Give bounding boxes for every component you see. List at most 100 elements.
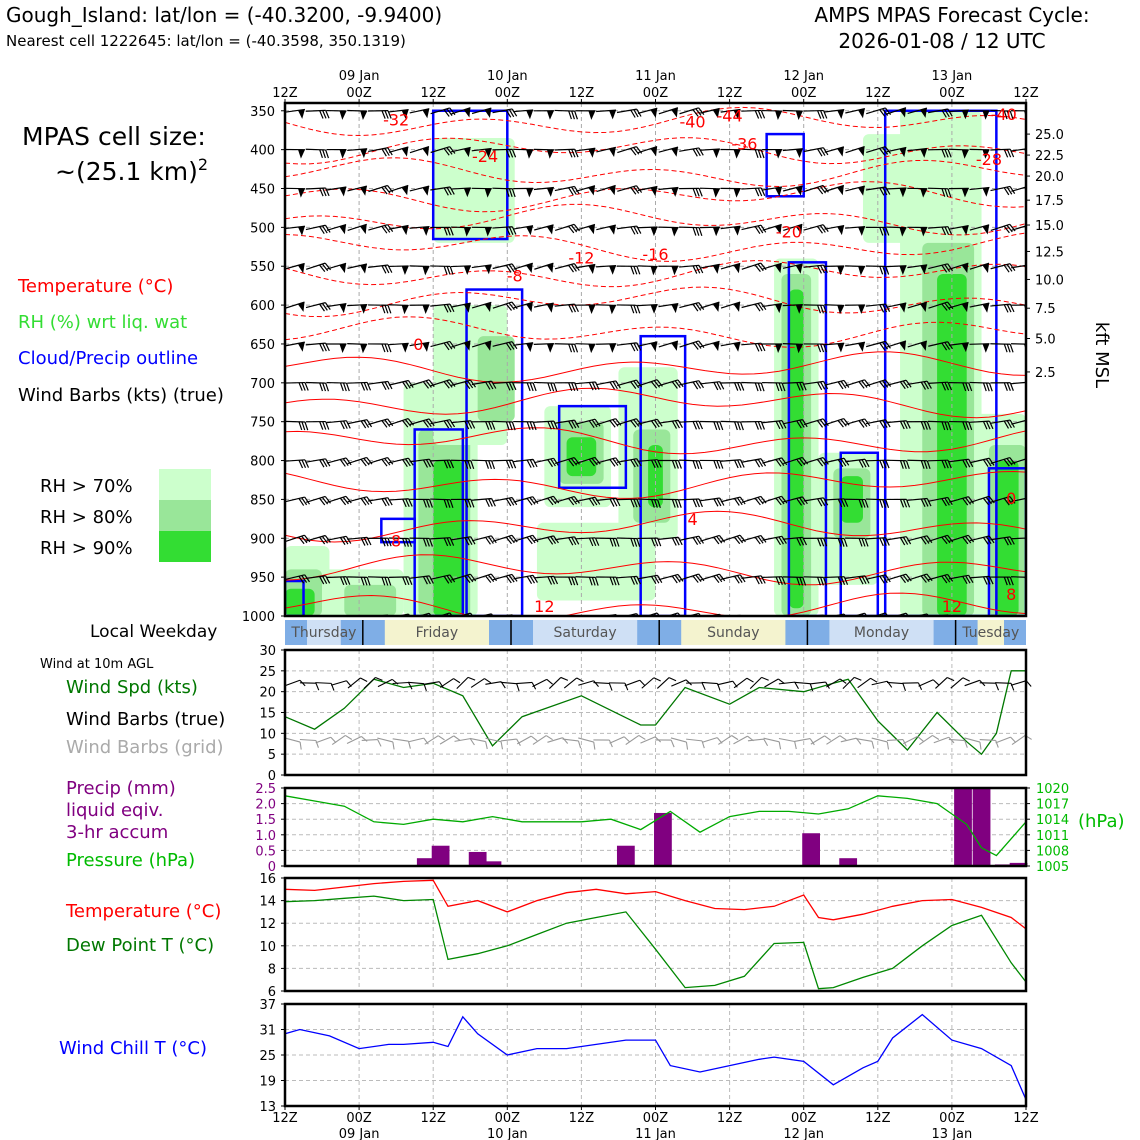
surface-barb-grid [440, 734, 460, 750]
barb-feather [438, 734, 444, 742]
barb-feather [450, 266, 453, 274]
cell-size-value: ~(25.1 km)2 [55, 155, 208, 186]
barb-feather [569, 149, 572, 157]
barb-feather [717, 461, 720, 469]
barb-pennant [340, 344, 347, 353]
wind-chill-panel: 1319253137 [259, 998, 1026, 1115]
barb-shaft [742, 225, 762, 229]
barb-feather [625, 683, 628, 690]
wind-barb [990, 383, 1013, 391]
wind-barb [658, 537, 682, 547]
wind-barb [348, 457, 372, 472]
barb-feather [1004, 383, 1007, 391]
wind-barb [721, 383, 744, 391]
barb-pennant [401, 305, 408, 314]
barb-feather [986, 383, 989, 391]
barb-feather [696, 461, 699, 469]
wind-barb [555, 344, 578, 353]
bottom-day-label: 09 Jan [339, 1127, 380, 1140]
barb-shaft [393, 683, 409, 684]
barb-pennant [526, 302, 535, 313]
rh-area [344, 585, 396, 616]
barb-shaft [578, 681, 593, 685]
wind-barb [285, 109, 306, 121]
barb-feather [637, 266, 640, 274]
barb-pennant [837, 110, 845, 120]
barb-pennant [609, 266, 617, 275]
weekday-name: Thursday [290, 625, 356, 641]
top-hour-label: 12Z [717, 86, 743, 101]
wind-barb [534, 344, 554, 354]
barb-feather [678, 461, 681, 469]
barb-feather [547, 678, 553, 686]
legend-cloud: Cloud/Precip outline [18, 348, 198, 369]
wind-barb [410, 305, 430, 314]
barb-shaft [996, 737, 1011, 743]
pressure-axis: 3504004505005506006507007508008509009501… [242, 105, 285, 625]
barb-shaft [610, 737, 625, 743]
wind-barb [845, 227, 866, 238]
wind-barb [679, 227, 702, 236]
barb-feather [491, 461, 494, 469]
wind-barb [700, 264, 721, 277]
panel-ytick-label: 14 [259, 895, 276, 910]
temperature-label: 8 [1006, 585, 1016, 604]
wind-barb [327, 263, 349, 277]
barb-pennant [422, 227, 430, 237]
wind-barb [306, 496, 330, 510]
weekday-night-shade [489, 620, 511, 645]
barb-pennant [360, 344, 367, 353]
barb-feather [887, 681, 891, 688]
barb-feather [764, 739, 768, 746]
top-hour-label: 00Z [939, 86, 965, 101]
barb-feather [637, 305, 640, 313]
pressure-tick-label: 900 [250, 532, 275, 547]
kft-tick-label: 20.0 [1035, 170, 1064, 185]
wind-barb [306, 422, 329, 430]
wind-barb [596, 344, 616, 354]
barb-feather [1007, 149, 1010, 157]
barb-pennant [360, 264, 369, 274]
wind-barb [741, 188, 764, 197]
bottom-hour-label: 12Z [569, 1111, 595, 1126]
wind-barb [306, 188, 329, 197]
barb-feather [323, 422, 326, 430]
legend-swatch-rh80 [159, 500, 211, 531]
barb-feather [361, 383, 364, 391]
bottom-day-label: 12 Jan [783, 1127, 824, 1140]
wind-barb [742, 302, 766, 315]
surface-barb-grid [794, 738, 814, 748]
barb-feather [631, 305, 634, 313]
barb-feather [755, 422, 758, 430]
barb-feather [388, 305, 391, 313]
barb-shaft [440, 679, 453, 688]
barb-feather [485, 461, 488, 469]
barb-pennant [422, 186, 431, 196]
panel-ytick-label: 2.0 [255, 798, 276, 813]
barb-shaft [362, 740, 378, 741]
barb-shaft [638, 499, 658, 500]
panel-ytick-label: 16 [259, 872, 276, 887]
barb-pennant [837, 266, 844, 275]
wind-barb [306, 225, 330, 238]
temperature-label: -40 [991, 105, 1017, 124]
barb-feather [693, 228, 696, 236]
barb-feather [533, 422, 536, 430]
barb-pennant [858, 342, 866, 352]
barb-pennant [609, 110, 617, 119]
kft-tick-label: 17.5 [1035, 194, 1064, 209]
barb-feather [880, 460, 883, 468]
barb-pennant [547, 225, 556, 236]
wind-barb [804, 224, 828, 238]
barb-shaft [285, 738, 300, 742]
panel-ytick-label: 19 [259, 1075, 276, 1090]
pressure-unit: (hPa) [1078, 811, 1125, 832]
precip-label-3: 3-hr accum [66, 822, 168, 843]
surface-barb-grid [517, 735, 537, 750]
barb-feather [634, 305, 637, 313]
barb-feather [755, 383, 758, 391]
kft-tick-label: 7.5 [1035, 302, 1056, 317]
wind-barb [575, 344, 595, 354]
pressure-ytick-label: 1014 [1036, 813, 1069, 828]
barb-feather [734, 422, 737, 430]
